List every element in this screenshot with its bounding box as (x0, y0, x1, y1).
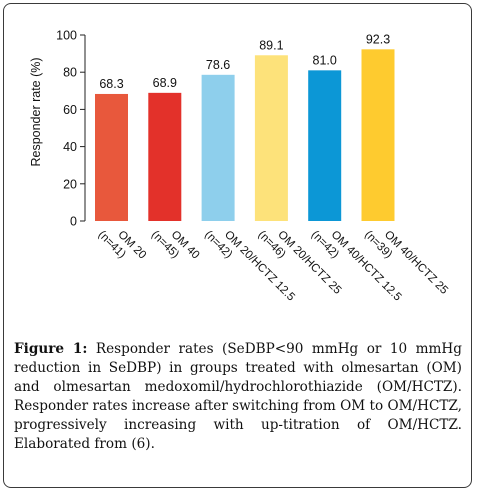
bar (361, 49, 395, 222)
x-tick-label: OM 20(n=41) (96, 219, 149, 272)
bar (148, 92, 182, 221)
y-tick-label: 40 (63, 140, 77, 154)
bar (95, 93, 128, 221)
bars: 68.3 68.9 78.6 89.1 81.0 92.3 (95, 32, 395, 222)
figure-caption: Figure 1: Responder rates (SeDBP<90 mmHg… (14, 340, 462, 454)
x-tick-label: OM 40(n=45) (149, 219, 202, 272)
bar-value-label: 92.3 (366, 32, 390, 46)
x-axis-labels: OM 20(n=41) OM 40(n=45) OM 20/HCTZ 12.5(n=… (96, 219, 450, 307)
bar-value-label: 81.0 (313, 53, 337, 67)
y-axis: 0 20 40 60 80 100 (56, 29, 86, 229)
caption-text: Responder rates (SeDBP<90 mmHg or 10 mmH… (14, 341, 462, 452)
y-tick-label: 20 (63, 177, 77, 191)
bar-value-label: 89.1 (259, 38, 283, 52)
bar (201, 74, 235, 221)
bar-chart: 0 20 40 60 80 100 68.3 68.9 78.6 89.1 81.0 92.3 OM… (29, 29, 450, 307)
y-tick-label: 100 (56, 29, 77, 43)
y-tick-label: 0 (70, 215, 77, 229)
x-tick-label: OM 40/HCTZ 25(n=39) (362, 219, 450, 307)
bar-value-label: 68.3 (99, 77, 123, 91)
x-tick-label: OM 20/HCTZ 25(n=46) (255, 219, 343, 307)
bar (254, 55, 288, 221)
bar-value-label: 78.6 (206, 58, 230, 72)
caption-label: Figure 1: (14, 341, 88, 357)
bar (308, 70, 342, 221)
y-tick-label: 60 (63, 103, 77, 117)
y-axis-label: Responder rate (%) (29, 57, 43, 166)
bar-value-label: 68.9 (153, 76, 177, 90)
y-tick-label: 80 (63, 66, 77, 80)
